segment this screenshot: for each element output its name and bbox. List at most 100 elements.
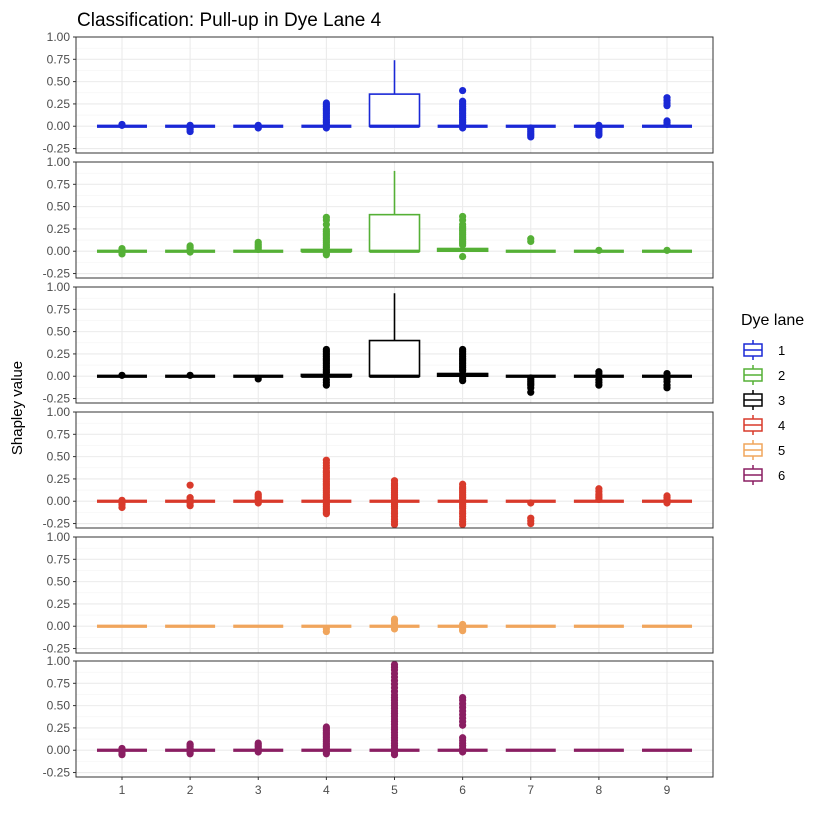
outlier-point	[186, 481, 194, 489]
outlier-point	[663, 94, 671, 102]
y-tick-label: -0.25	[43, 642, 71, 656]
legend-label: 1	[778, 343, 785, 358]
box-lane-3-x4	[300, 345, 353, 389]
y-tick-label: 0.00	[47, 119, 71, 133]
outlier-point	[595, 131, 603, 139]
outlier-point	[186, 740, 194, 748]
y-tick-label: -0.25	[43, 142, 71, 156]
box-lane-1-x5	[368, 60, 421, 128]
facet-panels: 1.000.750.500.250.00-0.251.000.750.500.2…	[43, 30, 714, 780]
panel-border	[75, 161, 714, 279]
y-tick-label: 0.75	[47, 676, 71, 690]
box-lane-4-x6	[437, 480, 488, 529]
outlier-point	[186, 494, 194, 502]
outlier-point	[459, 693, 467, 702]
chart-title: Classification: Pull-up in Dye Lane 4	[77, 10, 382, 31]
box-lane-5-x6	[437, 620, 488, 635]
outlier-point	[595, 485, 603, 493]
outlier-point	[459, 252, 467, 261]
y-tick-label: 0.50	[47, 450, 71, 464]
box-lane-4-x4	[301, 456, 352, 518]
legend: Dye lane 1 2 3 4 5 6	[741, 312, 804, 485]
y-tick-label: 0.50	[47, 200, 71, 214]
y-tick-label: 0.50	[47, 325, 71, 339]
box-lane-4-x3	[233, 490, 284, 507]
outlier-point	[322, 376, 330, 384]
y-tick-label: 0.75	[47, 52, 71, 66]
box-lane-1-x1	[96, 120, 147, 129]
box-lane-2-x4	[300, 213, 353, 259]
legend-item-4: 4	[743, 415, 785, 435]
y-axis-label: Shapley value	[9, 361, 26, 455]
x-tick-label: 1	[119, 783, 126, 797]
box-lane-2-x7	[505, 235, 556, 253]
y-tick-label: 0.50	[47, 75, 71, 89]
y-tick-label: 0.00	[47, 244, 71, 258]
outlier-point	[322, 226, 330, 234]
box-lane-4-x9	[642, 492, 693, 507]
legend-title: Dye lane	[741, 312, 804, 329]
x-tick-label: 5	[391, 783, 398, 797]
y-tick-label: 0.25	[47, 222, 71, 236]
box-lane-2-x2	[165, 242, 216, 256]
outlier-point	[254, 238, 262, 246]
y-tick-label: 0.25	[47, 472, 71, 486]
y-tick-label: 1.00	[47, 30, 71, 44]
panel-lane-3: 1.00 0.75 0.50 0.25 0.00 -0.25	[43, 280, 714, 406]
y-tick-label: 0.25	[47, 721, 71, 735]
panel-lane-5: 1.00 0.75 0.50 0.25 0.00 -0.25	[43, 530, 714, 656]
box-lane-4-x5	[369, 477, 420, 529]
legend-label: 5	[778, 443, 785, 458]
x-axis: 1 2 3 4 5 6 7 8 9	[119, 777, 671, 797]
y-tick-label: 0.50	[47, 699, 71, 713]
panel-border	[75, 36, 714, 154]
box-lane-1-x2	[165, 121, 216, 136]
panel-border	[75, 286, 714, 404]
y-tick-label: 0.75	[47, 302, 71, 316]
box-lane-2-x9	[642, 246, 693, 254]
box-lane-1-x7	[505, 124, 556, 141]
box-lane-4-x1	[96, 496, 147, 512]
legend-label: 4	[778, 418, 785, 433]
x-tick-label: 7	[527, 783, 534, 797]
y-tick-label: 0.00	[47, 369, 71, 383]
box-lane-6-x1	[96, 744, 147, 759]
outlier-point	[595, 368, 603, 376]
y-tick-label: 1.00	[47, 280, 71, 294]
box-lane-6-x6	[437, 693, 488, 756]
box-lane-1-x6	[437, 86, 488, 132]
box-lane-4-x7	[505, 499, 556, 528]
outlier-point	[390, 660, 399, 669]
box-lane-2-x5	[368, 170, 421, 253]
box-iqr	[368, 93, 421, 128]
y-tick-label: 0.25	[47, 347, 71, 361]
y-tick-label: 1.00	[47, 405, 71, 419]
box-lane-3-x2	[165, 371, 216, 379]
outlier-point	[527, 235, 535, 243]
outlier-point	[663, 492, 671, 500]
outlier-point	[390, 615, 399, 623]
y-tick-label: 0.75	[47, 552, 71, 566]
outlier-point	[663, 117, 671, 125]
box-lane-3-x7	[505, 374, 556, 396]
x-tick-label: 6	[459, 783, 466, 797]
y-tick-label: -0.25	[43, 392, 71, 406]
legend-item-6: 6	[743, 465, 785, 485]
outlier-point	[459, 86, 467, 95]
box-lane-5-x4	[301, 624, 352, 636]
x-tick-label: 2	[187, 783, 194, 797]
box-lane-3-x6	[436, 345, 489, 385]
y-tick-label: 0.75	[47, 177, 71, 191]
panel-lane-4: 1.00 0.75 0.50 0.25 0.00 -0.25	[43, 405, 714, 531]
box-iqr	[368, 213, 421, 253]
box-lane-6-x4	[301, 723, 352, 758]
outlier-point	[459, 345, 467, 354]
outlier-point	[322, 456, 330, 464]
outlier-point	[459, 212, 467, 221]
y-tick-label: -0.25	[43, 517, 71, 531]
outlier-point	[254, 739, 262, 747]
y-tick-label: -0.25	[43, 267, 71, 281]
y-tick-label: 0.75	[47, 427, 71, 441]
x-tick-label: 3	[255, 783, 262, 797]
box-lane-4-x2	[165, 481, 216, 510]
